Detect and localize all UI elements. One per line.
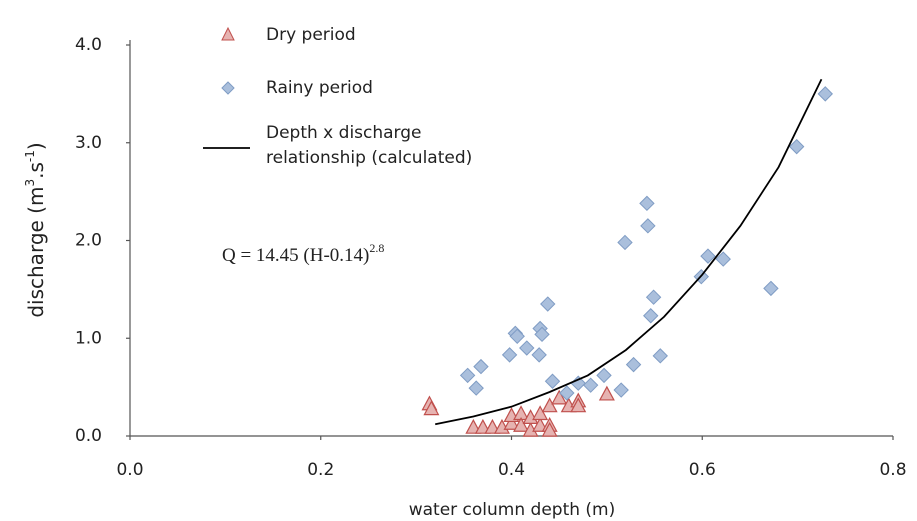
y-tick-label: 4.0	[75, 35, 102, 55]
equation-part: 2.8	[369, 241, 384, 255]
legend-label: Dry period	[266, 25, 356, 45]
dry-point	[551, 389, 568, 405]
dry-point	[484, 418, 501, 434]
dry-point	[541, 421, 558, 437]
dry-point	[465, 418, 482, 434]
rainy-point	[459, 367, 476, 384]
rainy-point	[643, 308, 659, 324]
rainy-point	[559, 385, 575, 401]
legend-label: relationship (calculated)	[266, 148, 472, 168]
y-tick-label: 3.0	[75, 133, 102, 153]
rainy-point	[645, 289, 662, 305]
y-tick-label: 2.0	[75, 231, 102, 251]
dry-point	[532, 405, 549, 421]
y-axis-label-part: .s	[24, 162, 48, 179]
dry-point	[598, 385, 615, 401]
y-tick-label: 1.0	[75, 328, 102, 348]
y-axis-label-part: 3	[23, 179, 37, 187]
rainy-point	[519, 340, 535, 356]
x-tick-label: 0.2	[307, 460, 334, 480]
rainy-point	[509, 328, 525, 345]
fit-curve	[435, 78, 823, 426]
y-axis-label-part: discharge (m	[24, 187, 48, 318]
rainy-point	[540, 296, 556, 312]
rainy-point	[625, 356, 642, 373]
rainy-point	[613, 382, 629, 398]
rainy-point	[534, 326, 550, 343]
rainy-point	[715, 251, 731, 267]
equation: Q = 14.45 (H-0.14)2.8	[222, 241, 384, 267]
x-tick-label: 0.8	[879, 460, 906, 480]
dry-point	[423, 400, 440, 416]
y-axis-label-part: -1	[23, 150, 37, 162]
rainy-point	[473, 358, 489, 375]
rainy-point	[788, 138, 805, 155]
rainy-point	[639, 195, 655, 212]
rainy-point	[817, 86, 833, 102]
equation-part: Q = 14.45 (H-0.14)	[222, 245, 369, 266]
legend-marker	[221, 81, 235, 95]
dry-point	[474, 418, 491, 434]
y-axis-label: discharge (m3.s-1)	[23, 142, 48, 317]
rainy-point	[700, 248, 716, 264]
legend-marker	[221, 26, 235, 41]
rainy-point	[617, 234, 633, 251]
x-tick-label: 0.6	[689, 460, 716, 480]
x-tick-label: 0.4	[498, 460, 525, 480]
y-axis-label-part: )	[24, 142, 48, 150]
dry-point	[570, 397, 587, 413]
dry-point	[541, 397, 558, 413]
x-tick-label: 0.0	[116, 460, 143, 480]
rainy-point	[652, 348, 668, 364]
dry-point	[503, 415, 520, 430]
rainy-point	[763, 280, 779, 297]
dry-point	[532, 416, 549, 432]
dry-point	[513, 416, 530, 432]
legend-label: Depth x discharge	[266, 123, 422, 143]
rainy-point	[596, 367, 612, 384]
rainy-point	[531, 347, 547, 363]
y-tick-label: 0.0	[75, 426, 102, 446]
rainy-point	[544, 373, 561, 389]
rainy-point	[501, 347, 518, 363]
rainy-point	[582, 377, 599, 393]
x-axis-label: water column depth (m)	[409, 500, 616, 520]
legend-label: Rainy period	[266, 78, 373, 98]
rainy-point	[640, 218, 656, 234]
rainy-point	[468, 380, 484, 396]
